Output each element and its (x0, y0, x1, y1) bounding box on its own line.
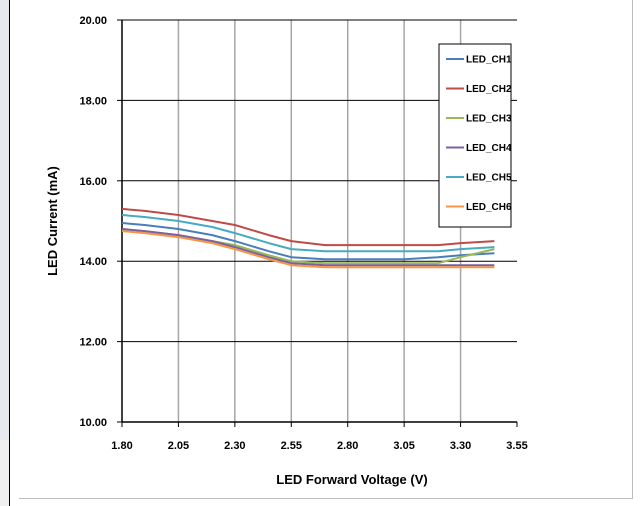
series-line-led-ch2 (121, 207, 495, 247)
y-tick-label: 12.00 (79, 337, 107, 349)
x-axis-title: LED Forward Voltage (V) (276, 472, 427, 487)
x-tick-label: 3.05 (393, 440, 414, 452)
series-line-led-ch6 (121, 230, 495, 269)
y-tick-label: 18.00 (79, 95, 107, 107)
series-line-led-ch4 (121, 228, 495, 267)
x-tick-label: 3.30 (450, 440, 471, 452)
chart-frame (19, 0, 633, 499)
legend-label: LED_CH6 (466, 202, 512, 213)
y-tick-label: 20.00 (79, 15, 107, 27)
series-line-led-ch5 (121, 214, 495, 253)
x-tick-label: 3.55 (506, 440, 527, 452)
series-lines (121, 207, 495, 269)
y-tick-labels: 20.00 18.00 16.00 14.00 12.00 10.00 (79, 15, 107, 429)
legend-box (438, 43, 512, 228)
x-tick-label: 2.80 (337, 440, 358, 452)
legend: LED_CH1 LED_CH2 LED_CH3 LED_CH4 LED_CH5 LED_C… (438, 43, 512, 228)
legend-label: LED_CH1 (466, 55, 512, 66)
y-tick-label: 16.00 (79, 176, 107, 188)
left-window-edge (0, 0, 10, 506)
left-edge-shade (0, 0, 9, 440)
y-axis-title: LED Current (mA) (45, 166, 60, 276)
x-tick-label: 2.05 (168, 440, 189, 452)
x-tick-label: 2.30 (224, 440, 245, 452)
legend-label: LED_CH4 (466, 143, 512, 154)
axes (117, 19, 518, 427)
x-tick-labels: 1.80 2.05 2.30 2.55 2.80 3.05 3.30 3.55 (111, 440, 527, 452)
x-tick-label: 1.80 (111, 440, 132, 452)
y-tick-label: 14.00 (79, 256, 107, 268)
legend-label: LED_CH2 (466, 84, 512, 95)
y-tick-label: 10.00 (79, 417, 107, 429)
legend-label: LED_CH5 (466, 173, 512, 184)
x-tick-label: 2.55 (281, 440, 302, 452)
series-line-led-ch1 (121, 222, 495, 261)
legend-label: LED_CH3 (466, 114, 512, 125)
